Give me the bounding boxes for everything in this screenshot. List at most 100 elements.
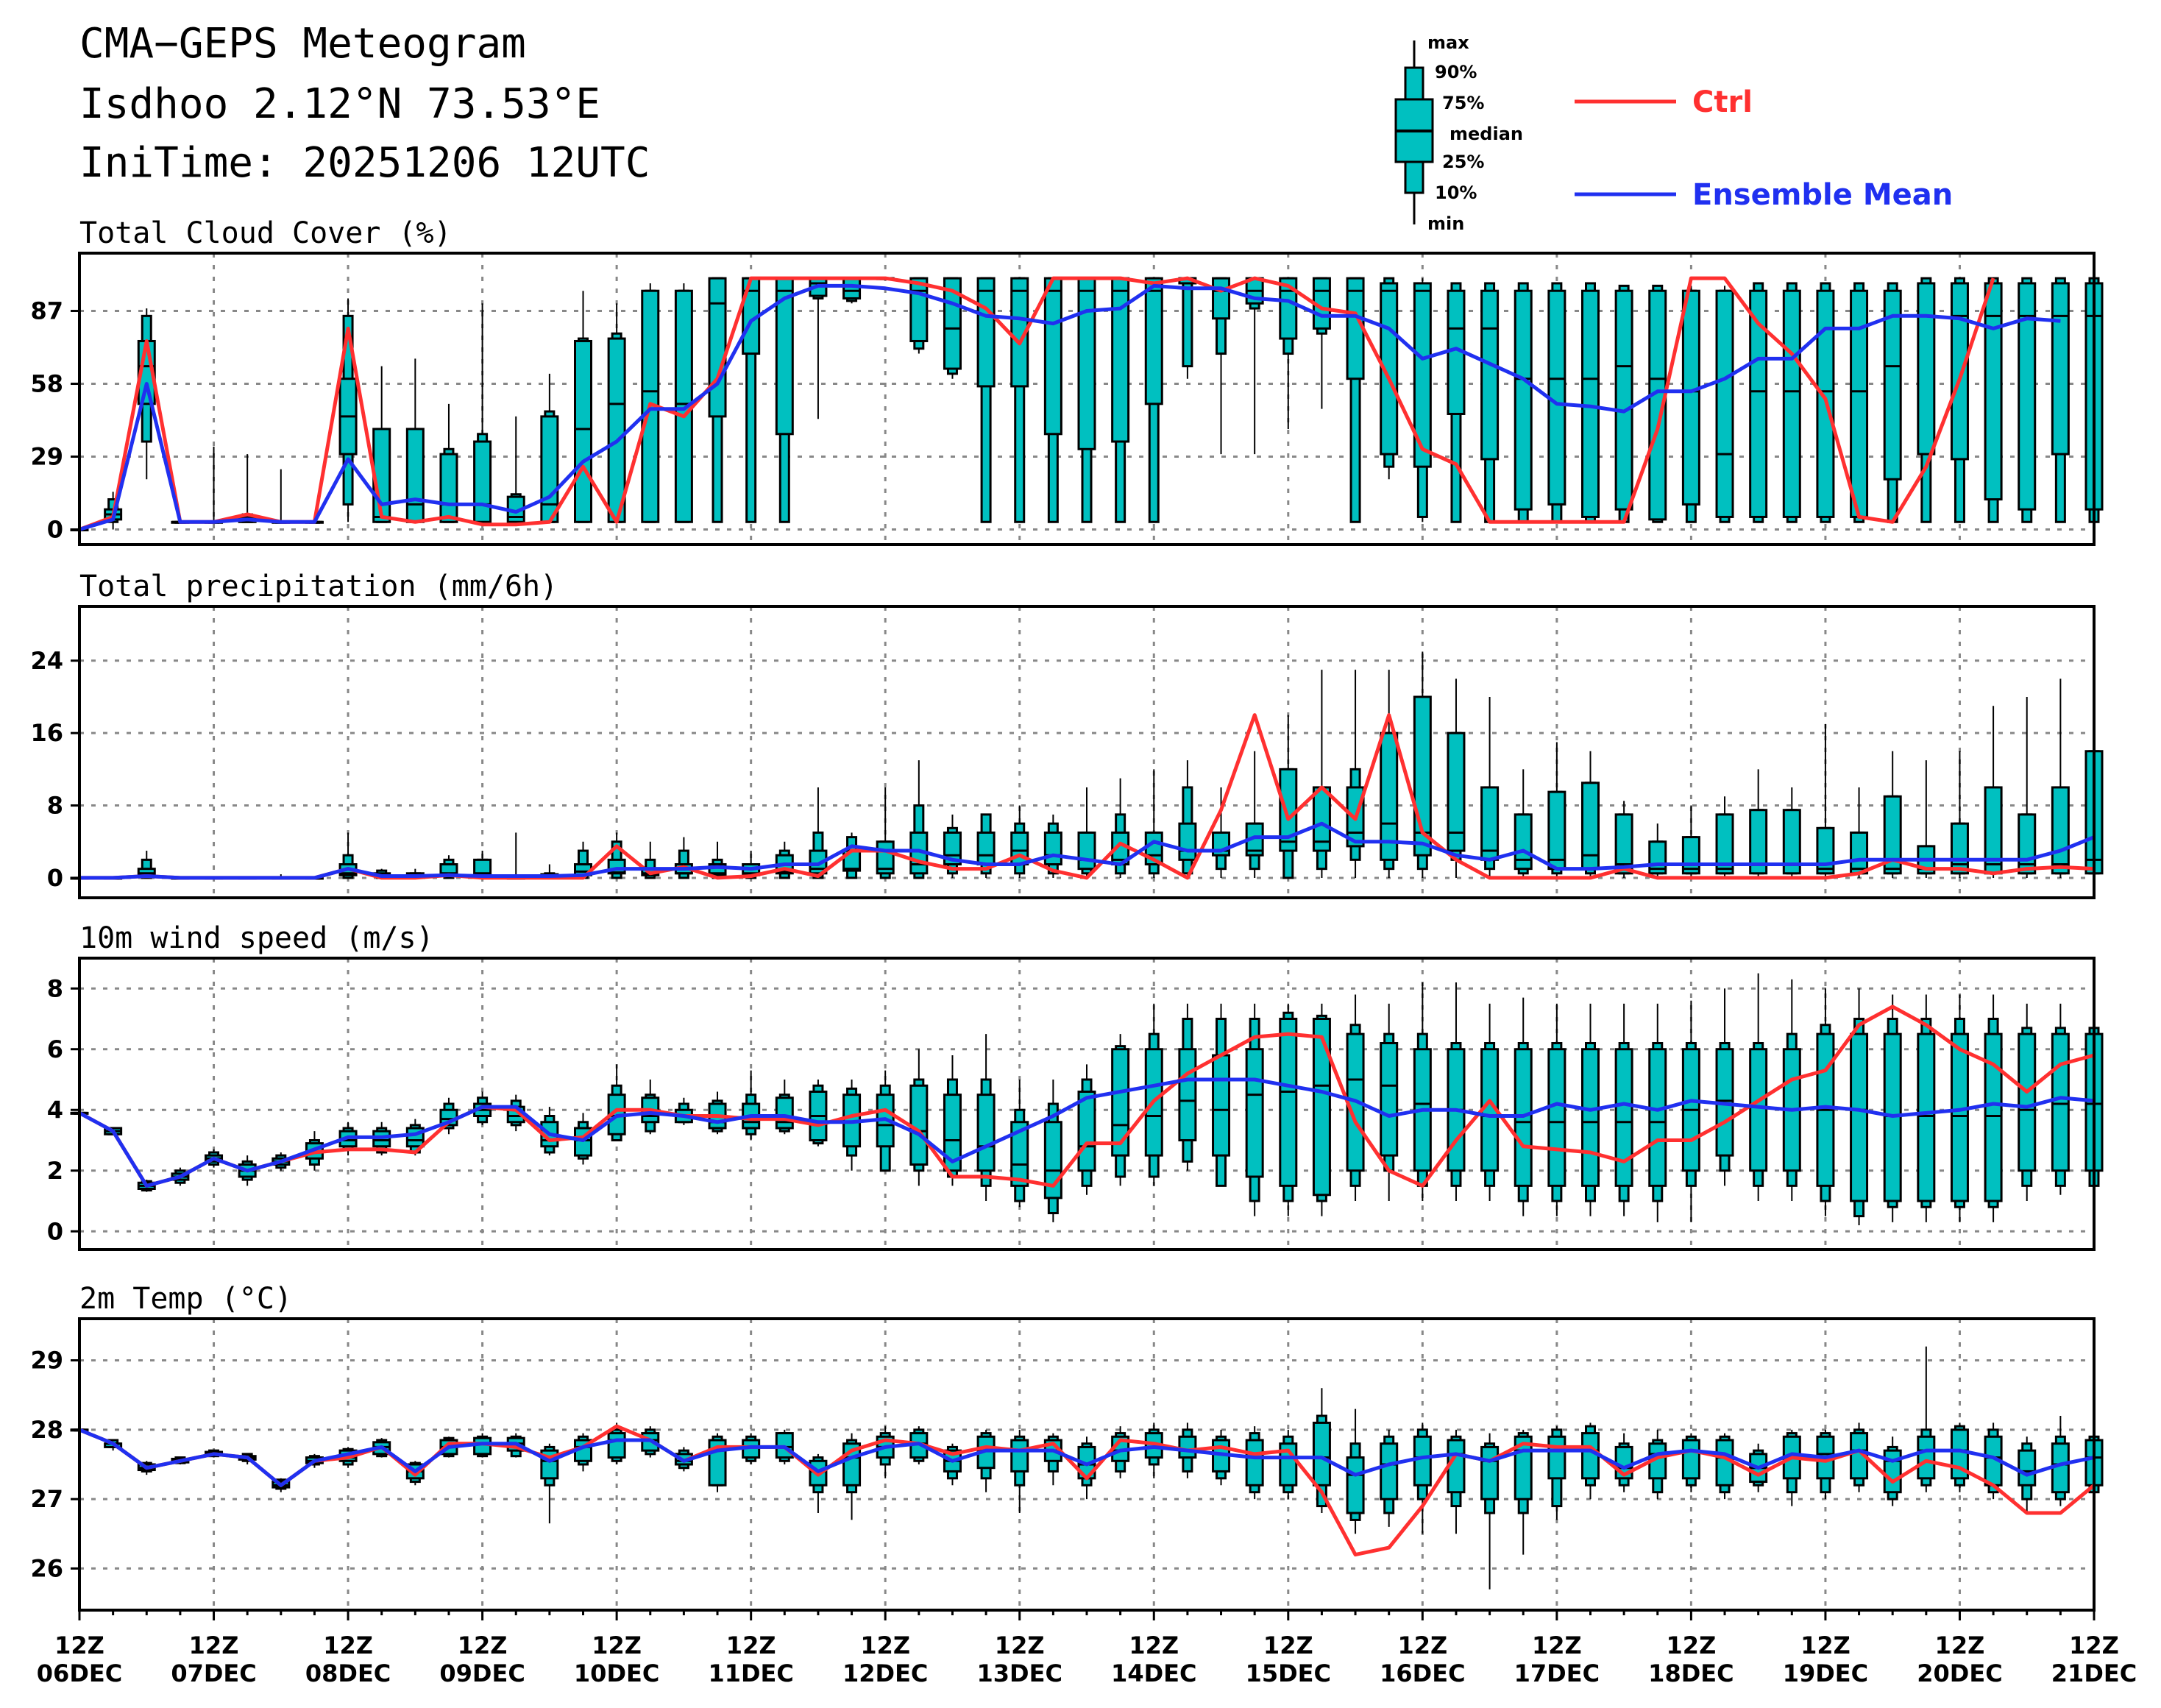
box-plot bbox=[238, 454, 257, 523]
box-plot bbox=[1782, 979, 1801, 1201]
box-plot bbox=[1614, 1433, 1633, 1492]
panel-title: Total Cloud Cover (%) bbox=[79, 216, 452, 250]
box-plot bbox=[473, 851, 492, 879]
y-tick-label: 28 bbox=[30, 1416, 63, 1444]
box-plot bbox=[1850, 1422, 1869, 1492]
y-tick-label: 2 bbox=[47, 1157, 63, 1185]
box-25-75 bbox=[909, 277, 929, 342]
box-plot bbox=[1883, 994, 1902, 1222]
box-25-75 bbox=[1648, 289, 1667, 521]
box-plot bbox=[2018, 1003, 2037, 1201]
x-label-date: 15DEC bbox=[1246, 1659, 1331, 1687]
legend-label-min: min bbox=[1427, 213, 1464, 234]
legend: max 90% 75% median 25% 10% min Ctrl Ense… bbox=[1394, 32, 1953, 234]
x-axis-labels: 12Z06DEC12Z07DEC12Z08DEC12Z09DEC12Z10DEC… bbox=[37, 1631, 2137, 1687]
y-tick-label: 8 bbox=[47, 974, 63, 1002]
box-25-75 bbox=[540, 415, 559, 523]
box-25-75 bbox=[1279, 1018, 1298, 1187]
box-plot bbox=[809, 1080, 828, 1147]
panel-2: 10m wind speed (m/s) 0 2 4 6 8 bbox=[47, 921, 2104, 1251]
box-plot bbox=[708, 277, 727, 523]
box-25-75 bbox=[1480, 1445, 1500, 1500]
legend-label-90: 90% bbox=[1435, 62, 1477, 82]
box-plot bbox=[1547, 1426, 1566, 1520]
box-25-75 bbox=[1480, 289, 1500, 461]
ensemble-mean-line bbox=[79, 283, 2061, 531]
box-25-75 bbox=[1514, 289, 1533, 511]
y-tick-label: 0 bbox=[47, 1217, 63, 1245]
box-25-75 bbox=[1245, 1048, 1264, 1178]
box-25-75 bbox=[607, 337, 626, 523]
box-plot bbox=[943, 1443, 962, 1486]
box-plot bbox=[1178, 760, 1197, 878]
box-25-75 bbox=[1782, 289, 1801, 518]
box-25-75 bbox=[574, 339, 592, 523]
panel-frame bbox=[78, 252, 2096, 546]
box-plot bbox=[1749, 282, 1768, 523]
box-plot bbox=[775, 277, 794, 523]
box-25-75 bbox=[1212, 1054, 1231, 1157]
legend-label-median: median bbox=[1449, 124, 1523, 144]
box-25-75 bbox=[1312, 1018, 1331, 1197]
x-label-date: 16DEC bbox=[1380, 1659, 1465, 1687]
y-tick-label: 27 bbox=[30, 1485, 63, 1513]
box-plot bbox=[473, 303, 492, 523]
box-25-75 bbox=[976, 277, 996, 388]
box-25-75 bbox=[1850, 1032, 1869, 1202]
box-plot bbox=[876, 1426, 895, 1478]
y-tick-label: 26 bbox=[30, 1554, 63, 1582]
box-plot bbox=[1413, 982, 1432, 1201]
box-plot bbox=[574, 1433, 592, 1472]
box-25-75 bbox=[1077, 831, 1096, 871]
box-plot bbox=[2051, 1416, 2070, 1506]
box-25-75 bbox=[1715, 289, 1734, 518]
box-25-75 bbox=[1547, 1435, 1566, 1480]
panel-frame bbox=[78, 957, 2096, 1251]
ctrl-line bbox=[78, 1004, 2095, 1188]
box-plot bbox=[2084, 1003, 2104, 1201]
box-plot bbox=[1681, 805, 1700, 878]
box-25-75 bbox=[405, 428, 425, 523]
box-25-75 bbox=[1950, 822, 1969, 875]
chart-title: CMA−GEPS Meteogram bbox=[79, 20, 526, 68]
box-plot bbox=[1346, 670, 1365, 878]
box-plot bbox=[1648, 1003, 1667, 1222]
box-plot bbox=[1514, 769, 1533, 878]
box-25-75 bbox=[2018, 282, 2037, 511]
box-plot bbox=[1144, 277, 1163, 523]
x-label-hour: 12Z bbox=[1532, 1631, 1582, 1659]
box-plot bbox=[607, 303, 626, 523]
box-plot bbox=[1010, 805, 1029, 878]
station-label: Isdhoo 2.12°N 73.53°E bbox=[79, 80, 600, 128]
legend-label-25: 25% bbox=[1442, 152, 1484, 172]
box-plot bbox=[1043, 1433, 1062, 1486]
box-25-75 bbox=[1043, 831, 1062, 865]
box-25-75 bbox=[1749, 1048, 1768, 1172]
box-plot bbox=[1917, 994, 1936, 1222]
x-label-date: 19DEC bbox=[1783, 1659, 1868, 1687]
y-tick-label: 87 bbox=[30, 297, 63, 325]
box-25-75 bbox=[473, 1436, 492, 1456]
init-time-label: IniTime: 20251206 12UTC bbox=[79, 139, 650, 187]
box-plot bbox=[1816, 988, 1835, 1216]
box-plot bbox=[1380, 1429, 1399, 1527]
y-tick-label: 8 bbox=[47, 792, 63, 820]
legend-label-75: 75% bbox=[1442, 93, 1484, 113]
box-plot bbox=[2051, 678, 2070, 878]
box-plot bbox=[1212, 1003, 1231, 1187]
box-25-75 bbox=[607, 1432, 626, 1459]
x-label-hour: 12Z bbox=[860, 1631, 910, 1659]
x-label-hour: 12Z bbox=[1800, 1631, 1850, 1659]
box-25-75 bbox=[2018, 1032, 2037, 1172]
box-25-75 bbox=[1380, 1442, 1399, 1500]
box-25-75 bbox=[1144, 277, 1163, 405]
box-plot bbox=[1413, 1422, 1432, 1534]
box-plot bbox=[909, 277, 929, 354]
legend-ctrl-label: Ctrl bbox=[1692, 85, 1753, 119]
panel-0: Total Cloud Cover (%) 0 29 58 87 bbox=[30, 216, 2104, 546]
box-plot bbox=[1883, 282, 1902, 523]
box-plot bbox=[1447, 678, 1466, 878]
x-label-date: 08DEC bbox=[305, 1659, 391, 1687]
x-label-hour: 12Z bbox=[1397, 1631, 1447, 1659]
box-plot bbox=[205, 446, 224, 524]
